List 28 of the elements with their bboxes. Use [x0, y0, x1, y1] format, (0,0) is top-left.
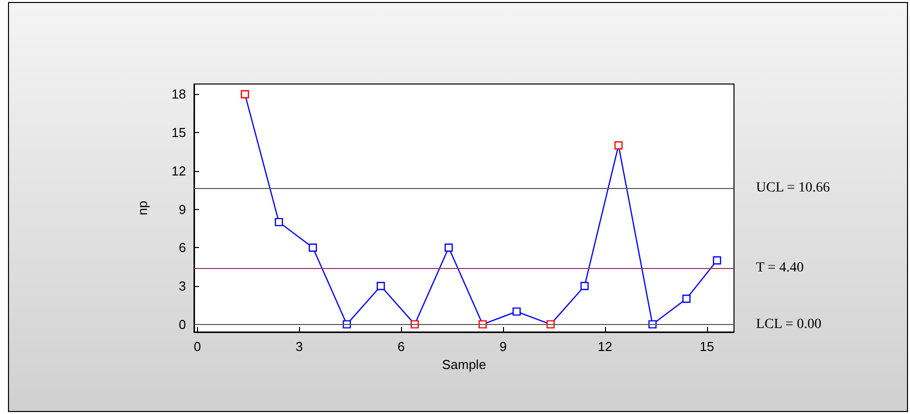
point [614, 141, 623, 150]
point [444, 244, 453, 252]
x-tick-label: 3 [296, 339, 303, 354]
y-tick-label: 18 [172, 86, 186, 102]
point [376, 282, 385, 290]
ref-line-label: UCL = 10.66 [756, 180, 830, 196]
point [682, 294, 691, 303]
y-tick-label: 9 [178, 202, 186, 217]
y-tick-label: 0 [178, 316, 186, 332]
x-axis-title: Sample [442, 356, 486, 372]
point [274, 218, 284, 226]
y-tick-label: 6 [178, 240, 186, 256]
y-tick-label: 15 [172, 125, 186, 140]
point [512, 307, 521, 316]
x-tick-label: 9 [499, 339, 507, 354]
x-tick-label: 0 [194, 339, 202, 354]
ref-line-label: T = 4.40 [756, 260, 804, 276]
point [580, 282, 589, 290]
ref-line-label: LCL = 0.00 [756, 316, 822, 332]
y-tick-label: 12 [172, 163, 186, 178]
y-axis-title: np [135, 200, 150, 216]
y-tick-label: 3 [178, 278, 186, 294]
point [712, 256, 722, 265]
x-tick-label: 12 [598, 339, 612, 354]
point [240, 90, 250, 98]
point [308, 244, 317, 252]
x-tick-label: 15 [700, 339, 714, 354]
x-tick-label: 6 [398, 339, 405, 354]
